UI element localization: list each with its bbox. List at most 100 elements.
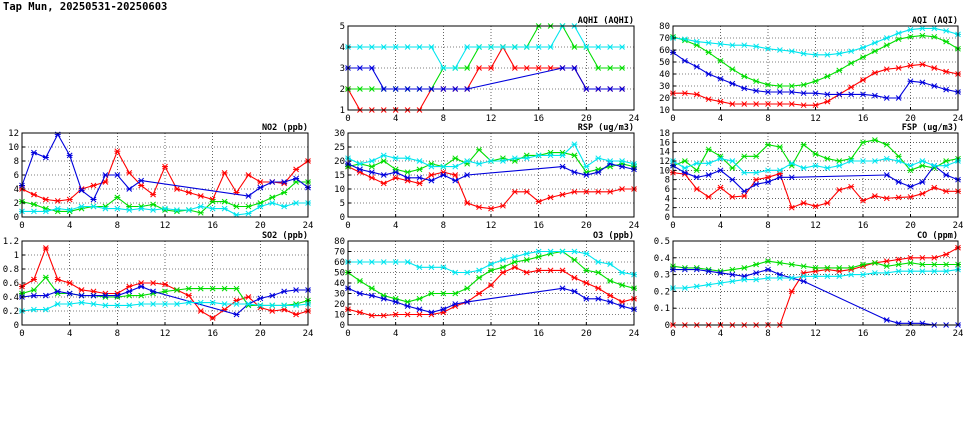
data-point-green [741, 73, 748, 80]
data-point-blue [583, 295, 590, 302]
data-point-red [245, 172, 252, 178]
y-tick-label: 0 [14, 213, 19, 223]
data-point-green [416, 166, 423, 173]
data-point-green [281, 189, 288, 196]
data-point-blue [392, 299, 399, 305]
data-point-green [860, 139, 866, 146]
data-point-red [607, 188, 614, 195]
chart-aqi: 0 4 8 12 16 20 24 10 20 30 40 50 60 70 80 AQI (AQI) [659, 16, 963, 124]
data-point-red [30, 191, 37, 198]
data-point-cyan [848, 48, 855, 55]
data-point-green [836, 67, 843, 74]
data-point-cyan [440, 65, 447, 71]
data-point-red [919, 190, 926, 197]
data-point-red [943, 188, 950, 195]
x-tick-label: 24 [629, 221, 640, 231]
data-point-cyan [523, 44, 530, 50]
data-point-red [150, 280, 157, 286]
data-point-red [943, 68, 950, 75]
data-point-cyan [583, 250, 590, 257]
data-point-cyan [848, 271, 855, 278]
y-tick-label: 3 [340, 64, 345, 74]
data-point-red [931, 254, 938, 261]
y-tick-label: 10 [334, 311, 345, 321]
data-point-red [499, 202, 506, 209]
data-point-cyan [717, 155, 724, 162]
data-point-blue [595, 295, 602, 302]
data-point-red [452, 172, 459, 178]
data-point-red [197, 193, 204, 199]
y-tick-label: 0 [665, 213, 670, 223]
data-point-green [476, 146, 483, 153]
data-point-blue [416, 86, 423, 92]
data-point-cyan [30, 208, 37, 215]
data-point-red [476, 204, 483, 211]
data-point-red [583, 280, 590, 286]
data-point-blue [233, 311, 240, 318]
data-point-cyan [705, 160, 712, 167]
data-point-red [78, 287, 85, 293]
data-point-cyan [943, 27, 950, 34]
data-point-cyan [619, 44, 626, 50]
data-point-green [848, 265, 855, 271]
x-tick-label: 20 [581, 221, 592, 231]
data-point-cyan [245, 210, 252, 217]
data-point-red [511, 65, 518, 71]
data-point-green [836, 158, 843, 164]
data-point-cyan [162, 205, 168, 212]
data-point-green [233, 203, 240, 210]
data-point-blue [126, 186, 133, 192]
data-point-red [293, 311, 300, 318]
data-point-cyan [380, 44, 387, 50]
data-point-red [860, 197, 866, 204]
x-tick-label: 4 [718, 221, 723, 231]
data-point-blue [559, 65, 566, 71]
data-point-blue [800, 90, 807, 97]
data-point-cyan [836, 273, 843, 280]
data-point-red [90, 288, 97, 295]
data-point-red [535, 198, 542, 205]
data-point-cyan [848, 158, 855, 164]
data-point-red [257, 179, 264, 185]
x-tick-label: 0 [345, 114, 350, 124]
chart-title: CO (ppm) [917, 231, 958, 241]
data-point-cyan [871, 158, 878, 164]
data-point-cyan [404, 259, 411, 265]
data-point-blue [729, 176, 736, 183]
data-point-red [476, 65, 483, 71]
data-point-green [595, 65, 602, 71]
data-point-cyan [452, 163, 459, 170]
data-point-red [90, 182, 97, 189]
x-tick-label: 24 [953, 329, 964, 339]
data-point-blue [717, 167, 724, 174]
x-tick-label: 20 [581, 329, 592, 339]
data-point-blue [705, 172, 712, 178]
data-point-red [800, 200, 807, 206]
data-point-cyan [30, 306, 37, 313]
data-point-green [452, 155, 459, 162]
data-point-green [209, 198, 216, 205]
chart-title: SO2 (ppb) [262, 231, 308, 241]
data-point-green [404, 299, 411, 305]
series-line-blue [348, 67, 623, 90]
data-point-green [619, 282, 626, 288]
data-point-cyan [416, 264, 423, 271]
data-point-red [571, 274, 578, 281]
data-point-red [535, 267, 542, 274]
data-point-blue [102, 172, 109, 178]
y-tick-label: 10 [659, 106, 670, 116]
data-point-blue [595, 169, 602, 176]
x-tick-label: 8 [441, 221, 446, 231]
data-point-cyan [705, 281, 712, 288]
data-point-green [931, 33, 938, 40]
x-tick-label: 16 [858, 329, 869, 339]
data-point-red [681, 90, 688, 97]
data-point-cyan [717, 280, 724, 286]
data-point-cyan [185, 299, 192, 306]
data-point-cyan [368, 158, 375, 164]
data-point-cyan [535, 44, 542, 50]
data-point-red [693, 186, 700, 192]
